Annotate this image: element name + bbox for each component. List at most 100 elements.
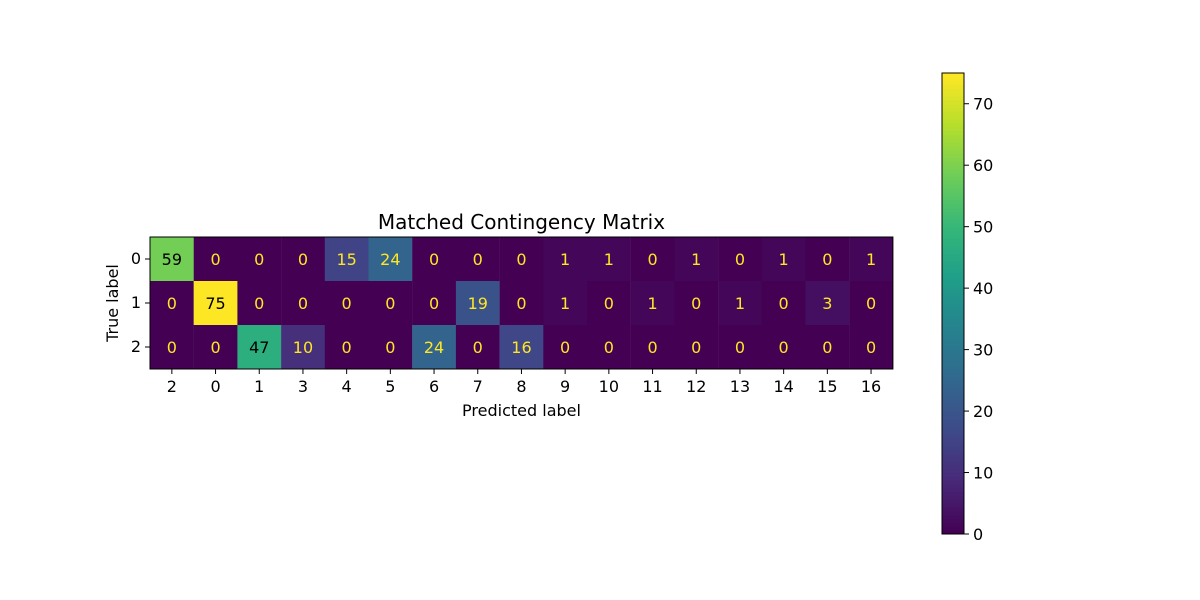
colorbar-segment — [942, 484, 964, 489]
colorbar-segment — [942, 330, 964, 335]
colorbar-segment — [942, 188, 964, 193]
colorbar-segment — [942, 372, 964, 377]
heatmap-cell — [805, 237, 850, 282]
heatmap-cell — [849, 281, 894, 326]
colorbar-segment — [942, 495, 964, 500]
colorbar-segment — [942, 203, 964, 208]
cell-value-label: 0 — [822, 250, 832, 269]
colorbar-segment — [942, 491, 964, 497]
colorbar-segment — [942, 411, 964, 416]
colorbar-segment — [942, 195, 964, 201]
heatmap-cell — [324, 237, 369, 282]
x-tick-label: 4 — [342, 377, 352, 396]
colorbar-segment — [942, 480, 964, 485]
colorbar-segment — [942, 207, 964, 212]
cell-value-label: 0 — [342, 338, 352, 357]
colorbar-segment — [942, 345, 964, 351]
colorbar-segment — [942, 522, 964, 527]
colorbar-segment — [942, 395, 964, 401]
colorbar-segment — [942, 353, 964, 358]
x-tick-label: 16 — [861, 377, 881, 396]
cell-value-label: 0 — [254, 294, 264, 313]
colorbar-segment — [942, 357, 964, 362]
cell-value-label: 0 — [735, 338, 745, 357]
heatmap-cell — [499, 281, 544, 326]
heatmap-cell — [455, 281, 500, 326]
cell-value-label: 0 — [167, 294, 177, 313]
heatmap-cell — [761, 325, 806, 370]
heatmap-cell — [412, 281, 457, 326]
cell-value-label: 0 — [298, 250, 308, 269]
x-tick-label: 5 — [385, 377, 395, 396]
colorbar-segment — [942, 487, 964, 493]
colorbar-segment — [942, 165, 964, 170]
x-tick-label: 6 — [429, 377, 439, 396]
colorbar-segment — [942, 176, 964, 182]
cell-value-label: 0 — [822, 338, 832, 357]
colorbar-segment — [942, 161, 964, 166]
cell-value-label: 0 — [691, 338, 701, 357]
colorbar-segment — [942, 507, 964, 512]
colorbar-segment — [942, 122, 964, 128]
colorbar-segment — [942, 226, 964, 232]
colorbar-segment — [942, 130, 964, 135]
heatmap-cell — [455, 237, 500, 282]
heatmap-cell — [150, 281, 194, 326]
colorbar-segment — [942, 215, 964, 220]
heatmap-cell — [718, 237, 762, 282]
colorbar-segment — [942, 268, 964, 274]
colorbar-tick-label: 50 — [973, 218, 993, 237]
colorbar-segment — [942, 434, 964, 439]
heatmap-cell — [412, 237, 457, 282]
colorbar-segment — [942, 414, 964, 420]
heatmap-cell — [193, 325, 238, 370]
cell-value-label: 19 — [468, 294, 488, 313]
cell-value-label: 1 — [560, 294, 570, 313]
colorbar-segment — [942, 242, 964, 247]
colorbar-segment — [942, 249, 964, 255]
cell-value-label: 1 — [866, 250, 876, 269]
cell-value-label: 1 — [735, 294, 745, 313]
colorbar-segment — [942, 476, 964, 481]
colorbar-segment — [942, 180, 964, 185]
colorbar-segment — [942, 503, 964, 508]
colorbar-segment — [942, 318, 964, 324]
colorbar-segment — [942, 322, 964, 328]
colorbar-segment — [942, 257, 964, 262]
colorbar-segment — [942, 76, 964, 82]
cell-value-label: 0 — [516, 250, 526, 269]
colorbar-segment — [942, 441, 964, 447]
heatmap-cell — [587, 325, 631, 370]
cell-value-label: 1 — [604, 250, 614, 269]
colorbar-segment — [942, 199, 964, 205]
colorbar-segment — [942, 107, 964, 112]
colorbar-segment — [942, 142, 964, 147]
colorbar-segment — [942, 518, 964, 523]
cell-value-label: 0 — [385, 294, 395, 313]
heatmap-cell — [761, 281, 806, 326]
colorbar-segment — [942, 499, 964, 504]
x-tick-label: 0 — [210, 377, 220, 396]
cell-value-label: 16 — [511, 338, 531, 357]
colorbar-segment — [942, 437, 964, 443]
colorbar-segment — [942, 338, 964, 343]
cell-value-label: 0 — [866, 294, 876, 313]
colorbar-tick-label: 0 — [973, 525, 983, 544]
heatmap-cell — [718, 325, 762, 370]
colorbar-segment — [942, 449, 964, 454]
colorbar-segment — [942, 280, 964, 285]
colorbar-segment — [942, 457, 964, 462]
colorbar-segment — [942, 526, 964, 531]
colorbar-segment — [942, 391, 964, 397]
cell-value-label: 0 — [779, 294, 789, 313]
colorbar-segment — [942, 126, 964, 132]
heatmap-cell — [805, 325, 850, 370]
cell-value-label: 0 — [866, 338, 876, 357]
cell-value-label: 0 — [385, 338, 395, 357]
heatmap-cell — [718, 281, 762, 326]
heatmap-cell — [368, 281, 413, 326]
colorbar-segment — [942, 341, 964, 347]
x-tick-label: 1 — [254, 377, 264, 396]
cell-value-label: 0 — [735, 250, 745, 269]
cell-value-label: 0 — [210, 338, 220, 357]
